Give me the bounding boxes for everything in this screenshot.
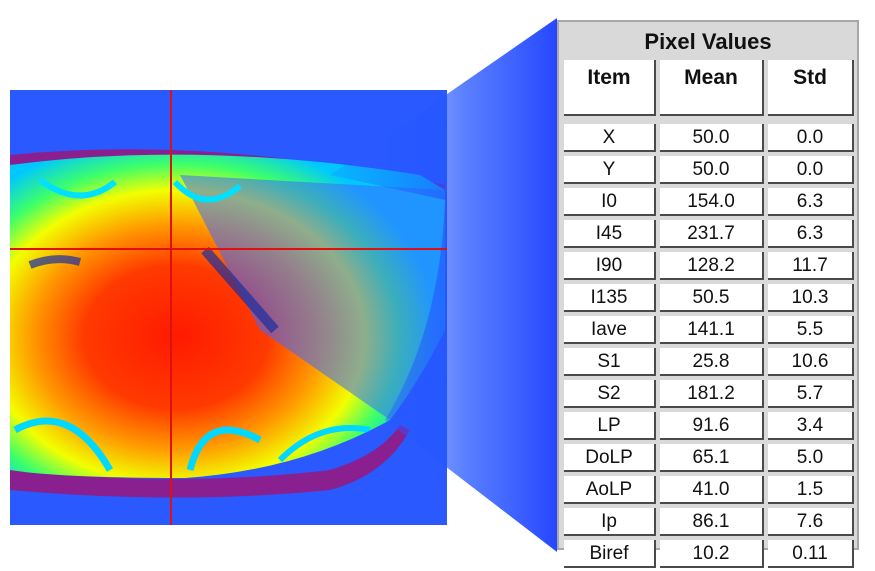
cell-std: 6.3 bbox=[768, 220, 854, 248]
cell-mean: 91.6 bbox=[660, 412, 764, 440]
cell-mean: 10.2 bbox=[660, 540, 764, 568]
table-row: S2 181.2 5.7 bbox=[562, 378, 854, 410]
cell-mean: 41.0 bbox=[660, 476, 764, 504]
cell-std: 11.7 bbox=[768, 252, 854, 280]
cell-std: 6.3 bbox=[768, 188, 854, 216]
table-row: I45 231.7 6.3 bbox=[562, 218, 854, 250]
table-row: Biref 10.2 0.11 bbox=[562, 538, 854, 570]
callout-wedge bbox=[330, 18, 557, 552]
cell-mean: 65.1 bbox=[660, 444, 764, 472]
cell-mean: 231.7 bbox=[660, 220, 764, 248]
table-header: Item Mean Std bbox=[562, 60, 854, 116]
table-row: DoLP 65.1 5.0 bbox=[562, 442, 854, 474]
cell-std: 1.5 bbox=[768, 476, 854, 504]
cell-item: I45 bbox=[564, 220, 656, 248]
cell-std: 7.6 bbox=[768, 508, 854, 536]
header-std: Std bbox=[768, 60, 854, 116]
panel-title: Pixel Values bbox=[644, 29, 772, 54]
cell-item: DoLP bbox=[564, 444, 656, 472]
table-row: I135 50.5 10.3 bbox=[562, 282, 854, 314]
cell-item: X bbox=[564, 124, 656, 152]
cell-mean: 181.2 bbox=[660, 380, 764, 408]
table-row: I0 154.0 6.3 bbox=[562, 186, 854, 218]
cell-mean: 50.5 bbox=[660, 284, 764, 312]
cell-item: Iave bbox=[564, 316, 656, 344]
cell-std: 0.11 bbox=[768, 540, 854, 568]
cell-std: 3.4 bbox=[768, 412, 854, 440]
table-row: I90 128.2 11.7 bbox=[562, 250, 854, 282]
cell-item: AoLP bbox=[564, 476, 656, 504]
cell-mean: 50.0 bbox=[660, 124, 764, 152]
cell-item: Biref bbox=[564, 540, 656, 568]
cell-std: 10.3 bbox=[768, 284, 854, 312]
cell-item: I90 bbox=[564, 252, 656, 280]
cell-std: 5.5 bbox=[768, 316, 854, 344]
cell-item: S2 bbox=[564, 380, 656, 408]
cell-std: 10.6 bbox=[768, 348, 854, 376]
table-row: Ip 86.1 7.6 bbox=[562, 506, 854, 538]
cell-item: I0 bbox=[564, 188, 656, 216]
table-row: AoLP 41.0 1.5 bbox=[562, 474, 854, 506]
header-item: Item bbox=[564, 60, 656, 116]
table-row: LP 91.6 3.4 bbox=[562, 410, 854, 442]
cell-std: 0.0 bbox=[768, 156, 854, 184]
cell-mean: 50.0 bbox=[660, 156, 764, 184]
pixel-values-panel: Pixel Values Item Mean Std X 50.0 0.0 Y 50.… bbox=[557, 20, 859, 568]
heatmap bbox=[10, 154, 445, 479]
cell-mean: 86.1 bbox=[660, 508, 764, 536]
cell-std: 5.7 bbox=[768, 380, 854, 408]
cell-std: 0.0 bbox=[768, 124, 854, 152]
table-row: S1 25.8 10.6 bbox=[562, 346, 854, 378]
cell-item: S1 bbox=[564, 348, 656, 376]
cell-std: 5.0 bbox=[768, 444, 854, 472]
cell-item: Y bbox=[564, 156, 656, 184]
cell-item: Ip bbox=[564, 508, 656, 536]
table-row: X 50.0 0.0 bbox=[562, 122, 854, 154]
cell-item: I135 bbox=[564, 284, 656, 312]
table-row: Iave 141.1 5.5 bbox=[562, 314, 854, 346]
cell-item: LP bbox=[564, 412, 656, 440]
header-mean: Mean bbox=[660, 60, 764, 116]
cell-mean: 141.1 bbox=[660, 316, 764, 344]
cell-mean: 154.0 bbox=[660, 188, 764, 216]
table-row: Y 50.0 0.0 bbox=[562, 154, 854, 186]
cell-mean: 25.8 bbox=[660, 348, 764, 376]
table-body: X 50.0 0.0 Y 50.0 0.0 I0 154.0 6.3 I45 231.7 6.3… bbox=[562, 122, 854, 570]
lens-ring-bottom bbox=[10, 425, 410, 498]
cell-mean: 128.2 bbox=[660, 252, 764, 280]
